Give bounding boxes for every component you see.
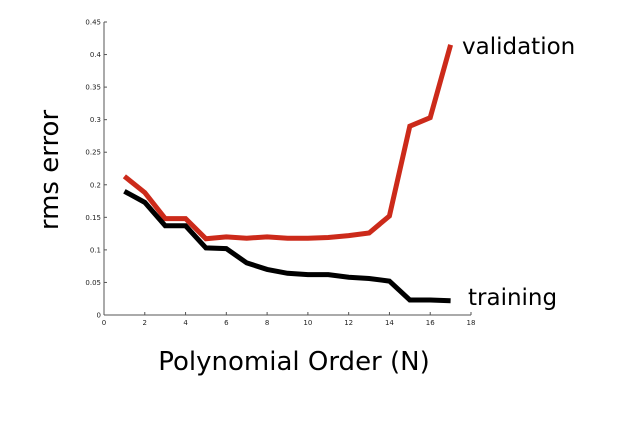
x-tick-label: 16: [426, 319, 435, 327]
y-tick-label: 0.3: [90, 116, 101, 124]
x-ticks: 0 2 4 6 8 10 12 14 16 18: [102, 312, 476, 327]
x-tick-label: 0: [102, 319, 106, 327]
series-label-training: training: [468, 285, 557, 311]
x-tick-label: 6: [224, 319, 229, 327]
y-tick-label: 0.25: [85, 149, 101, 157]
x-tick-label: 2: [143, 319, 147, 327]
y-ticks: 0 0.05 0.1 0.15 0.2 0.25 0.3 0.35 0.4 0.45: [85, 19, 107, 320]
y-tick-label: 0.2: [90, 181, 101, 189]
x-tick-label: 18: [467, 319, 476, 327]
y-tick-label: 0.4: [90, 51, 102, 59]
series-line-training: [123, 189, 451, 304]
series-line-validation: [122, 44, 454, 242]
y-axis-title: rms error: [35, 110, 65, 231]
series-label-validation: validation: [462, 34, 575, 60]
x-tick-label: 8: [265, 319, 269, 327]
series-lines: [122, 44, 454, 304]
y-tick-label: 0: [97, 312, 101, 320]
x-tick-label: 10: [303, 319, 312, 327]
y-tick-label: 0.35: [85, 84, 101, 92]
x-tick-label: 4: [183, 319, 188, 327]
x-tick-label: 12: [344, 319, 353, 327]
x-tick-label: 14: [385, 319, 394, 327]
axes: [103, 22, 471, 316]
y-tick-label: 0.05: [85, 279, 101, 287]
x-axis-title: Polynomial Order (N): [158, 347, 430, 377]
y-tick-label: 0.15: [85, 214, 101, 222]
y-tick-label: 0.1: [90, 246, 101, 254]
y-tick-label: 0.45: [85, 19, 101, 27]
